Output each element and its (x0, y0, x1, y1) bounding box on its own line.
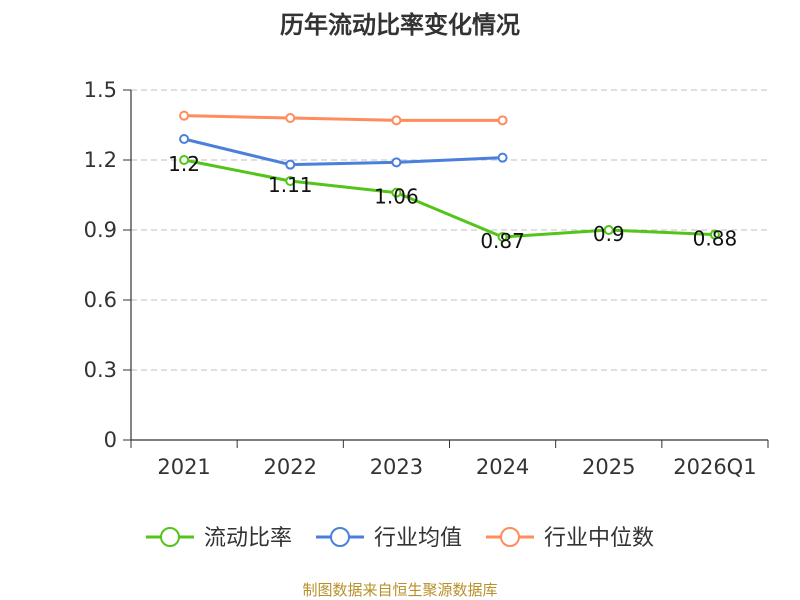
series-line (183, 137, 503, 167)
data-point (179, 134, 190, 144)
legend-swatch-marker (500, 527, 520, 547)
axes: 0 0.3 0.6 0.9 1.2 1.5 2021 2022 2023 2024 2025 2026… (84, 78, 769, 479)
data-point (497, 115, 508, 126)
data-point (179, 155, 190, 165)
data-point (497, 152, 508, 163)
data-point (179, 110, 190, 121)
x-tick-label: 2021 (157, 455, 210, 479)
legend-label: 流动比率 (204, 526, 292, 551)
source-note: 制图数据来自恒生聚源数据库 (302, 581, 497, 599)
y-tick-label: 0.9 (84, 218, 117, 242)
x-tick-label: 2026Q1 (673, 455, 756, 479)
data-label: 0.9 (593, 222, 625, 246)
x-tick-label: 2024 (476, 455, 529, 479)
data-point (709, 229, 720, 240)
data-label: 0.87 (480, 229, 525, 253)
data-point (285, 113, 296, 123)
x-tick-label: 2025 (582, 455, 635, 479)
y-tick-label: 1.2 (84, 148, 117, 172)
grid-lines (131, 89, 768, 371)
chart-title: 历年流动比率变化情况 (280, 11, 520, 39)
series-group (179, 110, 720, 242)
y-tick-label: 1.5 (84, 78, 117, 102)
data-point (285, 159, 296, 170)
series-line (184, 114, 503, 122)
data-label: 0.88 (693, 227, 738, 251)
data-point (603, 225, 614, 235)
legend-swatch-marker (330, 527, 350, 547)
legend-label: 行业中位数 (544, 526, 654, 551)
legend: 流动比率 行业均值 行业中位数 (146, 526, 654, 551)
data-label: 1.11 (268, 173, 313, 197)
data-label: 1.06 (374, 185, 419, 209)
x-tick-label: 2022 (264, 455, 317, 479)
data-label: 1.2 (168, 152, 200, 176)
y-tick-label: 0.3 (84, 358, 117, 382)
legend-label: 行业均值 (374, 526, 462, 551)
legend-swatch-marker (160, 527, 180, 547)
data-point (285, 176, 296, 186)
data-point (497, 232, 508, 242)
data-point (391, 187, 402, 198)
data-labels: 1.2 1.11 1.06 0.87 0.9 0.88 (168, 152, 737, 253)
series-line (183, 158, 715, 239)
y-tick-label: 0.6 (84, 288, 117, 312)
data-point (391, 115, 402, 126)
data-point (391, 157, 402, 168)
x-tick-label: 2023 (370, 455, 423, 479)
y-tick-label: 0 (104, 428, 117, 452)
